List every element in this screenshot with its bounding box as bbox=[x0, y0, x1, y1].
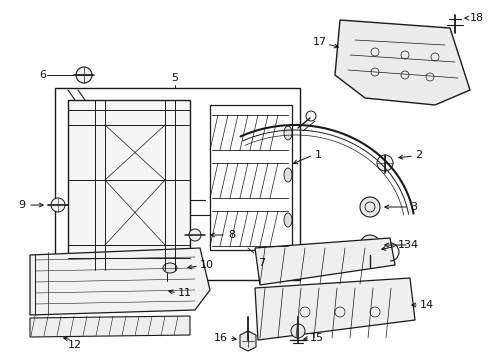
Circle shape bbox=[360, 197, 380, 217]
Circle shape bbox=[291, 324, 305, 338]
Text: 14: 14 bbox=[420, 300, 434, 310]
Polygon shape bbox=[335, 20, 470, 105]
Text: 15: 15 bbox=[310, 333, 324, 343]
Text: 18: 18 bbox=[470, 13, 484, 23]
Bar bbox=[210, 105, 292, 250]
Ellipse shape bbox=[284, 126, 292, 140]
Polygon shape bbox=[30, 248, 210, 315]
Circle shape bbox=[51, 198, 65, 212]
Polygon shape bbox=[30, 316, 190, 337]
Text: 16: 16 bbox=[214, 333, 228, 343]
Text: 12: 12 bbox=[68, 340, 82, 350]
Text: 7: 7 bbox=[258, 258, 265, 268]
Polygon shape bbox=[255, 278, 415, 340]
Polygon shape bbox=[68, 100, 190, 270]
Text: 13: 13 bbox=[398, 240, 412, 250]
Text: 11: 11 bbox=[178, 288, 192, 298]
Circle shape bbox=[377, 155, 393, 171]
Ellipse shape bbox=[284, 168, 292, 182]
Polygon shape bbox=[240, 331, 256, 351]
Text: 4: 4 bbox=[410, 240, 417, 250]
Polygon shape bbox=[255, 238, 395, 285]
Text: 6: 6 bbox=[39, 70, 46, 80]
Text: 8: 8 bbox=[228, 230, 235, 240]
Circle shape bbox=[189, 229, 201, 241]
Ellipse shape bbox=[163, 263, 177, 273]
Text: 2: 2 bbox=[415, 150, 422, 160]
Ellipse shape bbox=[284, 213, 292, 227]
Text: 5: 5 bbox=[172, 73, 178, 83]
Text: 10: 10 bbox=[200, 260, 214, 270]
Circle shape bbox=[76, 67, 92, 83]
Circle shape bbox=[360, 235, 380, 255]
Text: 17: 17 bbox=[313, 37, 327, 47]
Text: 9: 9 bbox=[18, 200, 25, 210]
Bar bbox=[55, 88, 300, 280]
Text: 1: 1 bbox=[315, 150, 322, 160]
Text: 3: 3 bbox=[410, 202, 417, 212]
